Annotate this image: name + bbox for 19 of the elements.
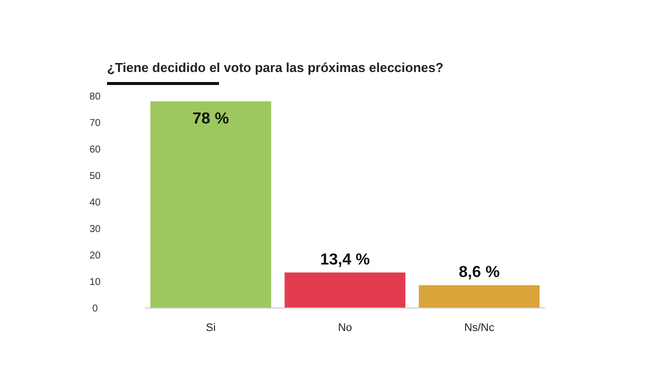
- bar: [284, 272, 406, 308]
- data-label: 78 %: [192, 110, 230, 128]
- x-tick-label: No: [338, 322, 352, 334]
- y-tick-label: 40: [89, 198, 101, 208]
- x-tick-label: Si: [206, 322, 216, 334]
- y-tick-label: 0: [92, 304, 98, 314]
- x-tick-label: Ns/Nc: [464, 322, 495, 334]
- chart-title: ¿Tiene decidido el voto para las próximas elecciones?: [107, 60, 444, 75]
- bar: [418, 285, 540, 308]
- bar: [150, 101, 272, 308]
- y-tick-label: 20: [89, 250, 101, 262]
- y-tick-label: 50: [89, 171, 101, 182]
- data-label: 8,6 %: [458, 264, 500, 282]
- y-tick-label: 60: [89, 144, 101, 156]
- y-tick-label: 30: [89, 224, 101, 235]
- y-tick-label: 10: [89, 277, 101, 288]
- y-tick-label: 70: [89, 118, 101, 129]
- data-label: 13,4 %: [320, 251, 370, 268]
- y-tick-label: 80: [89, 92, 101, 102]
